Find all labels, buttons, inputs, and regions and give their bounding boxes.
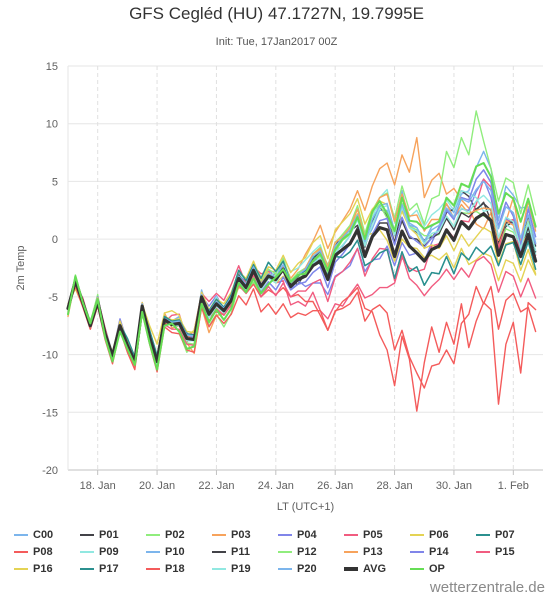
y-tick-label: -15 <box>42 407 58 419</box>
legend-label: P04 <box>297 529 317 541</box>
legend-item-p04[interactable]: P04 <box>278 528 317 542</box>
legend-item-p01[interactable]: P01 <box>80 528 119 542</box>
legend-item-c00[interactable]: C00 <box>14 528 53 542</box>
legend-item-p16[interactable]: P16 <box>14 562 53 576</box>
legend-swatch <box>14 534 28 537</box>
legend-swatch <box>212 534 226 537</box>
x-tick-label: 20. Jan <box>139 480 175 492</box>
x-tick-label: 1. Feb <box>498 480 529 492</box>
legend-label: OP <box>429 563 445 575</box>
legend-swatch <box>80 551 94 554</box>
legend-item-p19[interactable]: P19 <box>212 562 251 576</box>
legend-swatch <box>278 568 292 571</box>
legend-item-p05[interactable]: P05 <box>344 528 383 542</box>
legend-label: P18 <box>165 563 185 575</box>
legend-swatch <box>14 568 28 571</box>
legend-label: P14 <box>429 546 449 558</box>
y-tick-label: 10 <box>46 119 58 131</box>
series-line-op <box>67 162 537 371</box>
legend-item-p14[interactable]: P14 <box>410 545 449 559</box>
legend-item-op[interactable]: OP <box>410 562 445 576</box>
y-axis-title: 2m Temp <box>15 245 27 290</box>
legend-item-p20[interactable]: P20 <box>278 562 317 576</box>
x-tick-label: 28. Jan <box>377 480 413 492</box>
legend-label: P03 <box>231 529 251 541</box>
x-tick-label: 22. Jan <box>198 480 234 492</box>
legend-swatch <box>80 534 94 537</box>
series-line-p15 <box>67 247 537 370</box>
legend-label: P10 <box>165 546 185 558</box>
x-tick-label: 18. Jan <box>80 480 116 492</box>
legend-item-p03[interactable]: P03 <box>212 528 251 542</box>
legend-item-p17[interactable]: P17 <box>80 562 119 576</box>
legend-label: P17 <box>99 563 119 575</box>
legend-item-p11[interactable]: P11 <box>212 545 250 559</box>
legend-label: P05 <box>363 529 383 541</box>
legend-swatch <box>278 534 292 537</box>
legend-label: AVG <box>363 563 387 575</box>
legend-label: P01 <box>99 529 119 541</box>
legend-label: P07 <box>495 529 515 541</box>
legend-item-p12[interactable]: P12 <box>278 545 317 559</box>
legend-swatch <box>344 567 358 572</box>
legend-item-p18[interactable]: P18 <box>146 562 185 576</box>
y-tick-label: -10 <box>42 350 58 362</box>
legend-label: P11 <box>231 546 250 558</box>
legend-item-p08[interactable]: P08 <box>14 545 53 559</box>
legend-label: P15 <box>495 546 515 558</box>
legend-item-p06[interactable]: P06 <box>410 528 449 542</box>
series-line-avg <box>66 212 538 364</box>
legend-item-p09[interactable]: P09 <box>80 545 119 559</box>
legend-label: P08 <box>33 546 53 558</box>
legend-label: P16 <box>33 563 53 575</box>
legend-swatch <box>146 534 160 537</box>
legend-swatch <box>14 551 28 554</box>
legend-swatch <box>476 551 490 554</box>
chart-subtitle: Init: Tue, 17Jan2017 00Z <box>215 36 338 48</box>
legend-label: P02 <box>165 529 185 541</box>
legend-label: C00 <box>33 529 54 541</box>
y-tick-label: 0 <box>52 234 58 246</box>
legend-label: P06 <box>429 529 449 541</box>
legend-item-p13[interactable]: P13 <box>344 545 383 559</box>
x-axis-title: LT (UTC+1) <box>277 501 334 513</box>
legend-swatch <box>146 551 160 554</box>
legend-swatch <box>212 551 226 554</box>
x-tick-label: 24. Jan <box>258 480 294 492</box>
legend-item-p07[interactable]: P07 <box>476 528 515 542</box>
legend-item-avg[interactable]: AVG <box>344 562 386 576</box>
legend-item-p15[interactable]: P15 <box>476 545 515 559</box>
y-tick-label: -20 <box>42 465 58 477</box>
legend-label: P12 <box>297 546 317 558</box>
x-tick-label: 26. Jan <box>317 480 353 492</box>
legend-swatch <box>278 551 292 554</box>
watermark: wetterzentrale.de <box>429 579 545 596</box>
chart-title: GFS Cegléd (HU) 47.1727N, 19.7995E <box>129 4 424 23</box>
legend-swatch <box>410 551 424 554</box>
legend-label: P20 <box>297 563 317 575</box>
legend-label: P19 <box>231 563 251 575</box>
x-tick-label: 30. Jan <box>436 480 472 492</box>
legend-label: P13 <box>363 546 383 558</box>
legend-item-p10[interactable]: P10 <box>146 545 185 559</box>
legend-swatch <box>410 534 424 537</box>
legend-label: P09 <box>99 546 119 558</box>
legend-swatch <box>476 534 490 537</box>
legend-swatch <box>344 551 358 554</box>
y-tick-label: 15 <box>46 61 58 73</box>
legend-swatch <box>80 568 94 571</box>
legend-swatch <box>410 568 424 571</box>
y-tick-label: 5 <box>52 176 58 188</box>
legend-swatch <box>344 534 358 537</box>
y-tick-label: -5 <box>48 292 58 304</box>
legend-swatch <box>212 568 226 571</box>
legend-item-p02[interactable]: P02 <box>146 528 185 542</box>
legend-swatch <box>146 568 160 571</box>
